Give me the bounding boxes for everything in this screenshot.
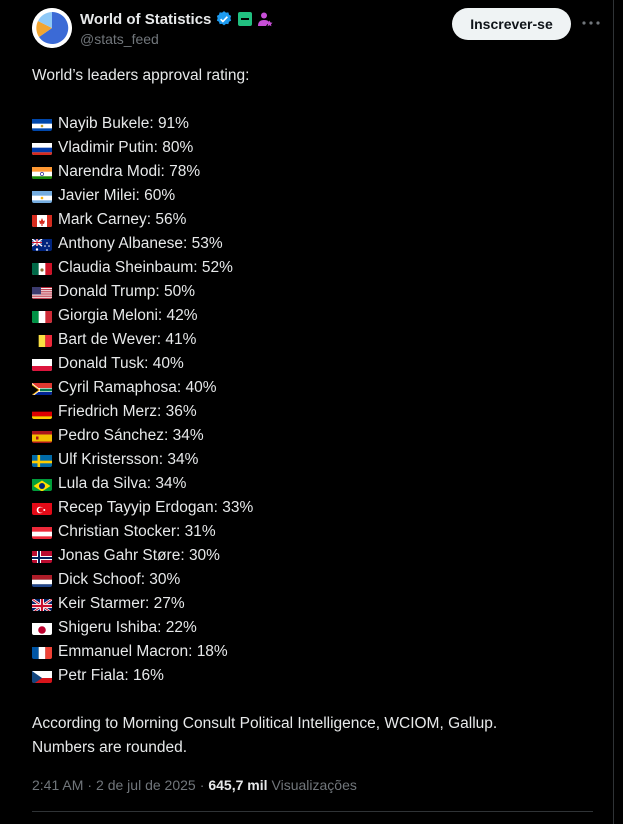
leader-text: Donald Trump: 50% xyxy=(58,283,195,300)
leader-text: Javier Milei: 60% xyxy=(58,187,176,204)
leader-row: Emmanuel Macron: 18% xyxy=(32,640,592,664)
leader-text: Dick Schoof: 30% xyxy=(58,571,181,588)
sweden-flag-icon xyxy=(32,453,52,467)
leader-text: Donald Tusk: 40% xyxy=(58,355,184,372)
post-text: World’s leaders approval rating: Nayib B… xyxy=(32,64,592,760)
leader-row: Keir Starmer: 27% xyxy=(32,592,592,616)
el-salvador-flag-icon xyxy=(32,117,52,131)
russia-flag-icon xyxy=(32,141,52,155)
leader-text: Jonas Gahr Støre: 30% xyxy=(58,547,220,564)
belgium-flag-icon xyxy=(32,333,52,347)
leader-text: Giorgia Meloni: 42% xyxy=(58,307,198,324)
leader-row: Christian Stocker: 31% xyxy=(32,520,592,544)
person-star-icon xyxy=(258,12,273,27)
leader-row: Dick Schoof: 30% xyxy=(32,568,592,592)
subscribe-button[interactable]: Inscrever-se xyxy=(452,8,571,40)
pie-chart-logo-icon xyxy=(32,8,72,48)
leader-row: Vladimir Putin: 80% xyxy=(32,136,592,160)
leader-row: Cyril Ramaphosa: 40% xyxy=(32,376,592,400)
post-time[interactable]: 2:41 AM xyxy=(32,777,84,793)
leader-text: Christian Stocker: 31% xyxy=(58,523,216,540)
norway-flag-icon xyxy=(32,549,52,563)
leader-text: Narendra Modi: 78% xyxy=(58,163,201,180)
divider xyxy=(32,811,593,812)
turkey-flag-icon xyxy=(32,501,52,515)
leader-row: Bart de Wever: 41% xyxy=(32,328,592,352)
leader-text: Petr Fiala: 16% xyxy=(58,667,164,684)
leader-text: Mark Carney: 56% xyxy=(58,211,187,228)
usa-flag-icon xyxy=(32,285,52,299)
source-note: According to Morning Consult Political I… xyxy=(32,712,592,760)
leader-text: Cyril Ramaphosa: 40% xyxy=(58,379,217,396)
meta-separator: · xyxy=(199,777,205,793)
leader-row: Mark Carney: 56% xyxy=(32,208,592,232)
account-name[interactable]: World of Statistics xyxy=(80,10,212,28)
name-line: World of Statistics xyxy=(80,10,273,28)
leader-row: Claudia Sheinbaum: 52% xyxy=(32,256,592,280)
avatar[interactable] xyxy=(32,8,72,48)
leader-text: Friedrich Merz: 36% xyxy=(58,403,197,420)
leader-text: Lula da Silva: 34% xyxy=(58,475,187,492)
leader-text: Ulf Kristersson: 34% xyxy=(58,451,199,468)
post-meta: 2:41 AM · 2 de jul de 2025 · 645,7 mil V… xyxy=(32,777,357,793)
account-handle[interactable]: @stats_feed xyxy=(80,31,159,47)
leader-row: Pedro Sánchez: 34% xyxy=(32,424,592,448)
leader-text: Nayib Bukele: 91% xyxy=(58,115,189,132)
italy-flag-icon xyxy=(32,309,52,323)
leader-text: Bart de Wever: 41% xyxy=(58,331,197,348)
leader-text: Keir Starmer: 27% xyxy=(58,595,185,612)
netherlands-flag-icon xyxy=(32,573,52,587)
views-label: Visualizações xyxy=(271,777,357,793)
leader-text: Emmanuel Macron: 18% xyxy=(58,643,228,660)
leader-row: Donald Tusk: 40% xyxy=(32,352,592,376)
argentina-flag-icon xyxy=(32,189,52,203)
source-note-line: According to Morning Consult Political I… xyxy=(32,715,498,732)
spain-flag-icon xyxy=(32,429,52,443)
leader-row: Giorgia Meloni: 42% xyxy=(32,304,592,328)
leader-text: Shigeru Ishiba: 22% xyxy=(58,619,197,636)
leader-row: Shigeru Ishiba: 22% xyxy=(32,616,592,640)
post-date[interactable]: 2 de jul de 2025 xyxy=(96,777,196,793)
leader-row: Lula da Silva: 34% xyxy=(32,472,592,496)
india-flag-icon xyxy=(32,165,52,179)
leader-row: Nayib Bukele: 91% xyxy=(32,112,592,136)
leader-row: Jonas Gahr Støre: 30% xyxy=(32,544,592,568)
leader-list: Nayib Bukele: 91% Vladimir Putin: 80% Nare… xyxy=(32,112,592,688)
leader-text: Recep Tayyip Erdogan: 33% xyxy=(58,499,254,516)
uk-flag-icon xyxy=(32,597,52,611)
leader-text: Claudia Sheinbaum: 52% xyxy=(58,259,233,276)
leader-row: Petr Fiala: 16% xyxy=(32,664,592,688)
leader-text: Anthony Albanese: 53% xyxy=(58,235,223,252)
verified-badge-icon xyxy=(217,11,232,26)
czechia-flag-icon xyxy=(32,669,52,683)
australia-flag-icon xyxy=(32,237,52,251)
leader-row: Donald Trump: 50% xyxy=(32,280,592,304)
leader-row: Recep Tayyip Erdogan: 33% xyxy=(32,496,592,520)
leader-row: Narendra Modi: 78% xyxy=(32,160,592,184)
austria-flag-icon xyxy=(32,525,52,539)
leader-row: Javier Milei: 60% xyxy=(32,184,592,208)
affiliate-badge-icon xyxy=(238,12,253,26)
poland-flag-icon xyxy=(32,357,52,371)
france-flag-icon xyxy=(32,645,52,659)
leader-row: Friedrich Merz: 36% xyxy=(32,400,592,424)
views-count: 645,7 mil xyxy=(208,777,268,793)
leader-row: Ulf Kristersson: 34% xyxy=(32,448,592,472)
canada-flag-icon xyxy=(32,213,52,227)
leader-text: Pedro Sánchez: 34% xyxy=(58,427,204,444)
source-note-line: Numbers are rounded. xyxy=(32,739,188,756)
post-title: World’s leaders approval rating: xyxy=(32,67,250,84)
germany-flag-icon xyxy=(32,405,52,419)
meta-separator: · xyxy=(87,777,93,793)
mexico-flag-icon xyxy=(32,261,52,275)
blank-line xyxy=(32,88,592,112)
south-africa-flag-icon xyxy=(32,381,52,395)
japan-flag-icon xyxy=(32,621,52,635)
leader-text: Vladimir Putin: 80% xyxy=(58,139,194,156)
leader-row: Anthony Albanese: 53% xyxy=(32,232,592,256)
post-header: World of Statistics @stats_feed Inscreve… xyxy=(32,6,603,52)
more-options-icon[interactable] xyxy=(580,12,602,34)
brazil-flag-icon xyxy=(32,477,52,491)
